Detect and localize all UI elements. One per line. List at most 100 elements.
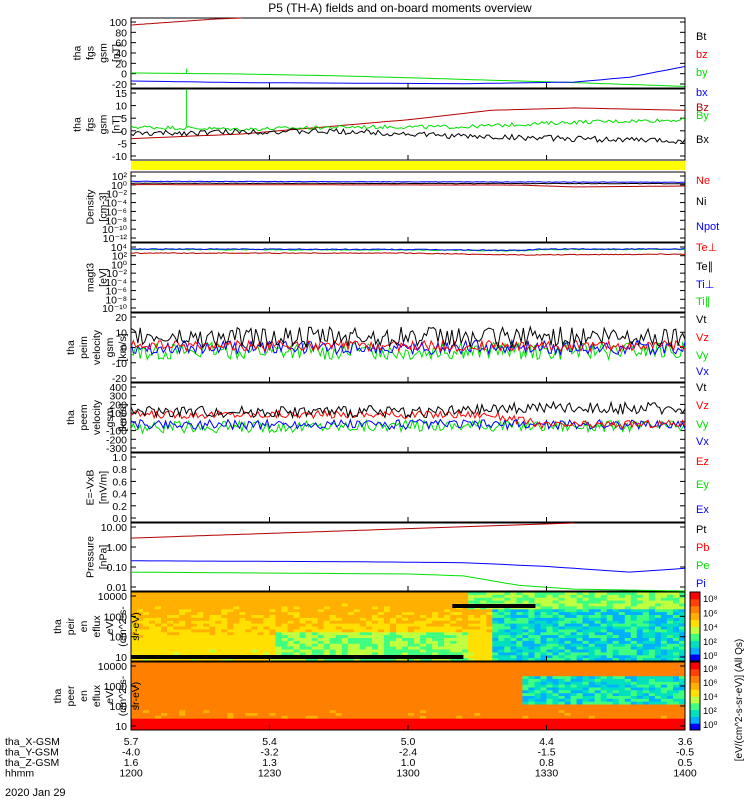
spectrogram-cell <box>510 606 517 610</box>
spectrogram-cell <box>221 707 228 711</box>
spectrogram-cell <box>654 684 662 688</box>
spectrogram-cell <box>329 658 337 662</box>
spectrogram-cell <box>576 690 584 694</box>
spectrogram-cell <box>359 617 367 622</box>
spectrogram-cell <box>636 617 644 622</box>
spectrogram-cell <box>570 693 578 697</box>
spectrogram-cell <box>438 643 445 648</box>
spectrogram-cell <box>341 693 349 697</box>
spectrogram-cell <box>245 687 252 691</box>
spectrogram-cell <box>365 690 373 694</box>
spectrogram-cell <box>335 592 343 596</box>
spectrogram-cell <box>149 649 156 653</box>
spectrogram-cell <box>209 600 216 604</box>
spectrogram-cell <box>263 658 270 662</box>
spectrogram-cell <box>402 718 409 722</box>
spectrogram-cell <box>456 690 463 694</box>
spectrogram-cell <box>408 592 415 596</box>
spectrogram-cell <box>329 617 337 622</box>
spectrogram-cell <box>666 620 674 625</box>
spectrogram-cell <box>359 727 367 731</box>
spectrogram-cell <box>624 638 632 642</box>
spectrogram-cell <box>468 676 475 680</box>
spectrogram-cell <box>612 603 620 607</box>
spectrogram-cell <box>492 724 499 728</box>
spectrogram-cell <box>600 629 608 633</box>
spectrogram-cell <box>594 609 602 613</box>
spectrogram-cell <box>642 606 650 610</box>
spectrogram-cell <box>215 667 222 671</box>
spectrogram-cell <box>155 615 162 619</box>
spectrogram-cell <box>227 664 234 669</box>
spectrogram-cell <box>558 710 565 714</box>
colorbar-segment <box>690 612 700 621</box>
spectrogram-cell <box>317 640 325 645</box>
spectrogram-cell <box>215 696 222 700</box>
spectrogram-cell <box>636 635 644 639</box>
spectrogram-cell <box>239 603 246 607</box>
spectrogram-cell <box>161 623 168 627</box>
spectrogram-cell <box>408 676 415 680</box>
spectrogram-cell <box>383 670 391 674</box>
spectrogram-cell <box>257 664 264 669</box>
spectrogram-cell <box>654 603 662 607</box>
spectrogram-cell <box>528 687 535 691</box>
spectrogram-cell <box>402 684 409 688</box>
spectrogram-cell <box>558 687 565 691</box>
spectrogram-cell <box>293 727 301 731</box>
spectrogram-cell <box>462 635 469 639</box>
spectrogram-cell <box>450 629 457 633</box>
y-axis-label: tha <box>65 340 77 355</box>
spectrogram-cell <box>287 629 295 633</box>
spectrogram-cell <box>679 652 686 656</box>
spectrogram-cell <box>456 652 463 656</box>
spectrogram-cell <box>522 676 529 680</box>
spectrogram-cell <box>474 667 481 671</box>
spectrogram-cell <box>468 701 475 705</box>
spectrogram-cell <box>155 673 162 677</box>
spectrogram-cell <box>383 664 391 669</box>
spectrogram-cell <box>426 698 433 703</box>
spectrogram-cell <box>618 623 626 627</box>
spectrogram-cell <box>516 620 523 625</box>
spectrogram-cell <box>630 606 638 610</box>
spectrogram-cell <box>402 727 409 731</box>
spectrogram-cell <box>365 707 373 711</box>
spectrogram-cell <box>432 687 439 691</box>
spectrogram-cell <box>420 704 427 708</box>
spectrogram-cell <box>504 684 511 688</box>
series-Ni <box>130 182 686 185</box>
spectrogram-cell <box>480 609 487 613</box>
spectrogram-cell <box>335 649 343 653</box>
spectrogram-cell <box>666 592 674 596</box>
spectrogram-cell <box>305 701 313 705</box>
spectrogram-cell <box>353 649 361 653</box>
spectrogram-cell <box>462 713 469 717</box>
spectrogram-cell <box>498 673 505 677</box>
spectrogram-cell <box>600 592 608 596</box>
spectrogram-cell <box>582 667 590 671</box>
spectrogram-cell <box>618 658 626 662</box>
spectrogram-cell <box>239 658 246 662</box>
spectrogram-cell <box>570 658 578 662</box>
spectrogram-cell <box>582 646 590 650</box>
y-tick-label: 10⁻⁶ <box>105 206 127 218</box>
spectrogram-cell <box>347 667 355 671</box>
spectrogram-cell <box>516 632 523 636</box>
spectrogram-cell <box>329 670 337 674</box>
spectrogram-cell <box>287 606 295 610</box>
spectrogram-cell <box>389 681 397 686</box>
spectrogram-cell <box>251 609 258 613</box>
spectrogram-cell <box>480 701 487 705</box>
spectrogram-cell <box>492 658 499 662</box>
spectrogram-cell <box>438 681 445 686</box>
spectrogram-cell <box>161 667 168 671</box>
spectrogram-cell <box>492 600 499 604</box>
spectrogram-cell <box>191 635 198 639</box>
spectrogram-cell <box>630 632 638 636</box>
spectrogram-cell <box>498 704 505 708</box>
spectrogram-cell <box>227 600 234 604</box>
spectrogram-cell <box>287 658 295 662</box>
spectrogram-cell <box>486 687 493 691</box>
